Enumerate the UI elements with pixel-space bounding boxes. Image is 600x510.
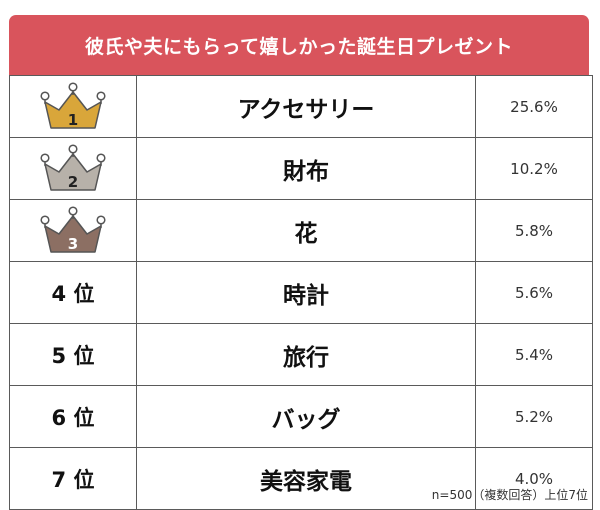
- value-label: 5.8%: [475, 199, 593, 262]
- value-label: 5.6%: [475, 261, 593, 324]
- value-label: 5.2%: [475, 385, 593, 448]
- rank-cell: 3: [9, 199, 137, 262]
- rank-number: 2: [68, 173, 78, 191]
- item-label: 時計: [136, 261, 476, 324]
- gold-crown-icon: 1: [40, 81, 106, 129]
- rank-label: 7 位: [51, 467, 95, 492]
- value-label: 5.4%: [475, 323, 593, 386]
- table-row: 7 位美容家電 4.0%: [9, 447, 593, 510]
- item-label: アクセサリー: [136, 75, 476, 138]
- item-label: バッグ: [136, 385, 476, 448]
- table-row: 2 財布 10.2%: [9, 137, 593, 200]
- rank-number: 3: [68, 235, 78, 253]
- item-label: 花: [136, 199, 476, 262]
- rank-label: 6 位: [51, 405, 95, 430]
- rank-label: 4 位: [51, 281, 95, 306]
- rank-label: 5 位: [51, 343, 95, 368]
- value-label: 10.2%: [475, 137, 593, 200]
- item-label: 美容家電: [136, 447, 476, 510]
- ranking-table: 1 アクセサリー 25.6% 2 財布 10.2% 3 花 5.8% 4 位 時計 5.6% 5 位 旅行…: [9, 75, 593, 510]
- item-label: 財布: [136, 137, 476, 200]
- table-row: 5 位 旅行 5.4%: [9, 323, 593, 386]
- item-label: 旅行: [136, 323, 476, 386]
- rank-cell: 5 位: [9, 323, 137, 386]
- bronze-crown-icon: 3: [40, 205, 106, 253]
- rank-cell: 4 位: [9, 261, 137, 324]
- rank-cell: 6 位: [9, 385, 137, 448]
- table-row: 6 位 バッグ 5.2%: [9, 385, 593, 448]
- rank-number: 1: [68, 111, 78, 129]
- table-row: 4 位 時計 5.6%: [9, 261, 593, 324]
- table-row: 1 アクセサリー 25.6%: [9, 75, 593, 138]
- rank-cell: 7 位: [9, 447, 137, 510]
- chart-title: 彼氏や夫にもらって嬉しかった誕生日プレゼント: [9, 15, 589, 75]
- rank-cell: 2: [9, 137, 137, 200]
- rank-cell: 1: [9, 75, 137, 138]
- value-label: 25.6%: [475, 75, 593, 138]
- table-row: 3 花 5.8%: [9, 199, 593, 262]
- silver-crown-icon: 2: [40, 143, 106, 191]
- footnote: n=500（複数回答）上位7位: [431, 488, 588, 502]
